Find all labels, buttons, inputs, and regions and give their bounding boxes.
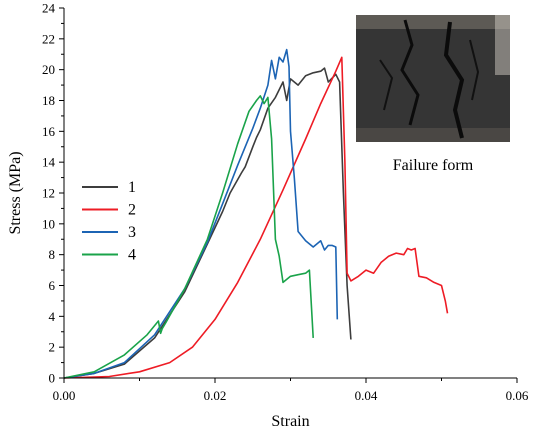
y-tick-label: 6 [49,278,56,293]
inset-caption: Failure form [393,157,474,174]
y-tick-label: 20 [42,62,55,77]
x-tick-label: 0.06 [506,388,529,403]
legend-label-2: 2 [128,202,136,219]
series-line-2 [63,56,449,379]
legend-label-1: 1 [128,179,136,196]
y-tick-label: 16 [42,124,56,139]
y-tick-label: 18 [42,93,55,108]
legend-label-3: 3 [128,224,136,241]
y-tick-label: 24 [42,1,56,16]
x-axis-title: Strain [271,413,309,429]
photo-crack-4 [469,39,480,101]
photo-background-light [495,15,510,75]
series-line-1 [63,67,352,379]
x-tick-label: 0.00 [53,388,76,403]
photo-bottom-surface [356,128,510,142]
y-tick-label: 22 [42,31,55,46]
y-axis-title: Stress (MPa) [7,151,24,234]
photo-crack-1 [400,19,420,126]
photo-top-surface [356,15,510,29]
legend-label-4: 4 [128,247,136,264]
photo-crack-3 [379,59,394,111]
x-tick-label: 0.02 [204,388,227,403]
series-line-4 [63,95,314,379]
y-tick-label: 4 [49,309,56,324]
y-tick-label: 2 [49,340,56,355]
y-tick-label: 10 [42,216,55,231]
failure-form-photo: Failure form [356,15,510,174]
photo-background [356,15,510,142]
y-tick-label: 12 [42,186,55,201]
photo-crack-2 [443,21,465,139]
x-tick-label: 0.04 [355,388,378,403]
series-line-3 [63,48,339,379]
y-tick-label: 8 [49,247,56,262]
y-tick-label: 0 [49,371,56,386]
y-tick-label: 14 [42,155,56,170]
